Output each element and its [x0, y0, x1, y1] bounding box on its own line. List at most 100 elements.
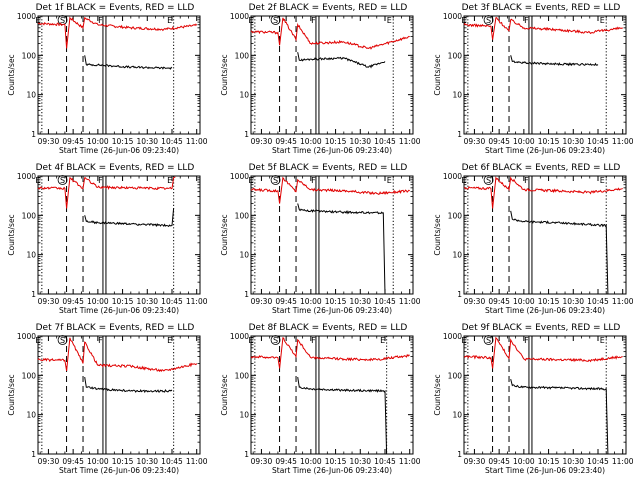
y-axis-label: Counts/sec [433, 214, 442, 255]
x-tick-label: 10:45 [161, 457, 183, 466]
marker-label: E [600, 336, 605, 345]
y-axis-label: Counts/sec [220, 214, 229, 255]
y-tick-label: 10 [239, 91, 249, 100]
y-tick-label: 1000 [17, 12, 36, 21]
y-tick-label: 1000 [17, 172, 36, 181]
x-tick-label: 10:30 [136, 297, 158, 306]
y-tick-label: 1 [31, 290, 36, 299]
y-tick-label: 1000 [443, 332, 462, 341]
x-tick-label: 10:00 [513, 137, 535, 146]
y-tick-label: 1 [244, 290, 249, 299]
y-axis-label: Counts/sec [7, 214, 16, 255]
x-tick-label: 09:45 [62, 137, 84, 146]
x-tick-label: 10:45 [161, 137, 183, 146]
x-tick-label: 11:00 [399, 297, 421, 306]
marker-label: F [524, 16, 529, 25]
x-tick-label: 10:15 [112, 137, 134, 146]
y-tick-label: 100 [22, 371, 37, 380]
x-axis-label: Start Time (26-Jun-06 09:23:40) [272, 466, 392, 475]
x-tick-label: 10:15 [538, 457, 560, 466]
x-tick-label: 09:30 [251, 297, 273, 306]
x-tick-label: 10:30 [349, 137, 371, 146]
x-axis-label: Start Time (26-Jun-06 09:23:40) [485, 146, 605, 155]
y-tick-label: 1000 [17, 332, 36, 341]
chart-title: Det 4f BLACK = Events, RED = LLD [36, 163, 195, 173]
x-tick-label: 09:30 [464, 297, 486, 306]
marker-label-circle [57, 175, 68, 185]
y-axis-label: Counts/sec [433, 374, 442, 415]
series-line-events [84, 55, 173, 70]
marker-label: F [524, 176, 529, 185]
x-tick-label: 10:15 [538, 137, 560, 146]
marker-label: E [248, 16, 253, 25]
y-tick-label: 1 [244, 450, 249, 459]
chart-panel-5: Det 5f BLACK = Events, RED = LLD 1 10 100 10… [220, 163, 421, 315]
x-tick-label: 10:15 [538, 297, 560, 306]
chart-panel-8: Det 8f BLACK = Events, RED = LLD 1 10 100 10… [220, 323, 421, 475]
x-tick-label: 10:00 [300, 137, 322, 146]
marker-label: E [600, 16, 605, 25]
x-tick-label: 10:30 [349, 297, 371, 306]
series-line-events [84, 377, 173, 394]
x-tick-label: 09:30 [38, 457, 60, 466]
chart-title: Det 9f BLACK = Events, RED = LLD [462, 323, 621, 333]
marker-label: E [461, 336, 466, 345]
x-tick-label: 09:45 [275, 137, 297, 146]
x-axis-label: Start Time (26-Jun-06 09:23:40) [272, 146, 392, 155]
marker-label: F [98, 176, 103, 185]
marker-label: E [248, 176, 253, 185]
chart-panel-1: Det 1f BLACK = Events, RED = LLD 1 10 100 10… [7, 3, 208, 155]
x-tick-label: 09:45 [62, 297, 84, 306]
series-line-lld [38, 16, 198, 49]
x-tick-label: 09:30 [38, 297, 60, 306]
marker-label: S [273, 16, 278, 25]
marker-label: E [461, 176, 466, 185]
x-tick-label: 09:45 [275, 457, 297, 466]
x-tick-label: 10:00 [300, 297, 322, 306]
y-tick-label: 1 [31, 130, 36, 139]
x-tick-label: 10:15 [325, 297, 347, 306]
y-tick-label: 10 [26, 91, 36, 100]
marker-label: E [387, 16, 392, 25]
x-tick-label: 09:30 [251, 137, 273, 146]
marker-label: E [35, 336, 40, 345]
y-axis-label: Counts/sec [7, 54, 16, 95]
marker-label: F [311, 16, 316, 25]
x-tick-label: 10:45 [587, 297, 609, 306]
plot-frame [250, 335, 414, 455]
series-line-events [297, 203, 386, 295]
plot-frame [463, 335, 627, 455]
series-line-lld [463, 17, 623, 40]
plot-frame [250, 15, 414, 135]
x-tick-label: 11:00 [399, 137, 421, 146]
y-tick-label: 100 [448, 371, 463, 380]
x-tick-label: 10:45 [587, 457, 609, 466]
marker-label-circle [270, 175, 281, 185]
x-tick-label: 10:00 [513, 297, 535, 306]
series-line-lld [37, 337, 198, 373]
y-tick-label: 1000 [230, 172, 249, 181]
chart-title: Det 3f BLACK = Events, RED = LLD [462, 3, 621, 13]
series-line-events [510, 378, 609, 455]
x-tick-label: 10:00 [513, 457, 535, 466]
x-tick-label: 11:00 [612, 297, 634, 306]
x-tick-label: 11:00 [612, 457, 634, 466]
marker-label-circle [270, 15, 281, 25]
marker-label: E [35, 16, 40, 25]
y-axis-label: Counts/sec [220, 374, 229, 415]
x-tick-label: 11:00 [186, 457, 208, 466]
y-tick-label: 100 [235, 371, 250, 380]
x-tick-label: 10:00 [87, 457, 109, 466]
marker-label-circle [483, 175, 494, 185]
x-axis-label: Start Time (26-Jun-06 09:23:40) [59, 306, 179, 315]
x-tick-label: 09:30 [38, 137, 60, 146]
x-tick-label: 10:30 [136, 457, 158, 466]
y-axis-label: Counts/sec [7, 374, 16, 415]
chart-panel-4: Det 4f BLACK = Events, RED = LLD 1 10 100 10… [7, 163, 208, 315]
y-tick-label: 100 [448, 51, 463, 60]
marker-label: E [387, 176, 392, 185]
marker-label: E [167, 176, 172, 185]
marker-label: S [486, 336, 491, 345]
x-axis-label: Start Time (26-Jun-06 09:23:40) [485, 466, 605, 475]
marker-label: F [311, 176, 316, 185]
